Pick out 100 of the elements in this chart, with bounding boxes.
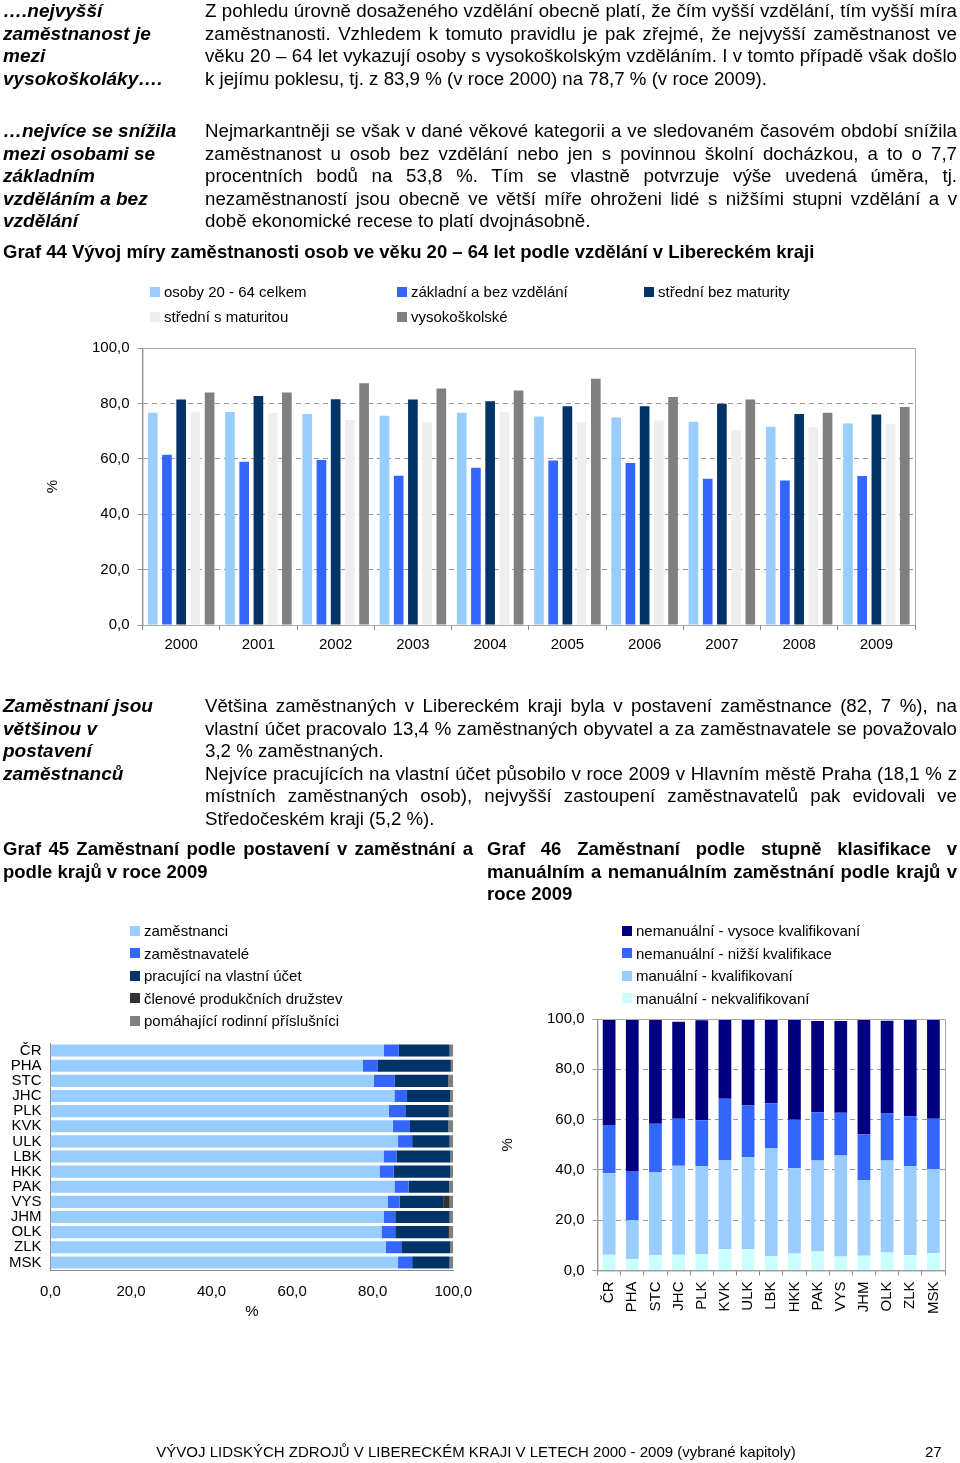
bar <box>147 412 158 625</box>
x-tick-label: LBK <box>761 1281 779 1310</box>
text: VÝVOJ LIDSKÝCH ZDROJŮ V LIBERECKÉM KRAJI V LETECH 2000 - 2009 (vybrané kapitoly) <box>156 1443 796 1460</box>
bar <box>741 1105 755 1158</box>
bar <box>385 1241 402 1254</box>
bar <box>927 1169 940 1254</box>
bar <box>649 1171 662 1256</box>
bar <box>654 420 664 625</box>
bar <box>408 1180 450 1193</box>
bar <box>408 399 418 625</box>
bar <box>50 1044 384 1057</box>
bar <box>393 1165 451 1178</box>
bar <box>649 1020 662 1124</box>
legend-label: pracující na vlastní účet <box>144 967 302 984</box>
bar <box>788 1119 801 1169</box>
bar <box>267 412 278 625</box>
bar <box>639 406 650 625</box>
bar <box>702 478 713 625</box>
bar <box>345 420 355 625</box>
text: Zaměstnaní jsou většinou v postavení zaměstnanců <box>3 695 154 785</box>
bar <box>436 388 447 625</box>
bar <box>788 1253 801 1270</box>
bar <box>50 1135 399 1148</box>
x-tick-label: HKK <box>784 1281 802 1313</box>
bar <box>456 412 467 625</box>
bar <box>450 1165 454 1178</box>
x-tick-label: ČR <box>599 1281 617 1304</box>
bar <box>927 1118 940 1170</box>
y-tick-label: 80,0 <box>100 393 130 411</box>
text: 27 <box>925 1443 942 1460</box>
legend-label: manuální - nekvalifikovaní <box>636 989 810 1007</box>
x-tick-label: JHC <box>668 1281 686 1311</box>
bar <box>649 1123 662 1172</box>
bar <box>50 1241 386 1254</box>
y-tick-label: 60,0 <box>555 1109 585 1127</box>
bar <box>718 1249 732 1270</box>
bar <box>857 1134 871 1180</box>
bar <box>602 1173 616 1255</box>
y-tick-label: 0,0 <box>563 1260 585 1278</box>
y-tick-label: MSK <box>8 1252 42 1270</box>
y-tick-label: PAK <box>12 1176 42 1194</box>
bar <box>834 1021 848 1113</box>
bar <box>794 413 804 625</box>
bar <box>499 412 510 625</box>
bar <box>672 1021 685 1119</box>
bar <box>383 1150 397 1163</box>
chart-title: Graf 45 Zaměstnaní podle postavení v zaměstnání a podle krajů v roce 2009 <box>3 838 473 883</box>
y-tick-label: HKK <box>10 1161 42 1179</box>
x-tick-label: ZLK <box>900 1281 918 1310</box>
bar <box>562 406 573 625</box>
x-tick-label: 2001 <box>241 635 276 653</box>
bar <box>471 467 481 625</box>
bar <box>50 1089 395 1103</box>
bar <box>409 1120 449 1133</box>
bar <box>176 399 186 625</box>
bar <box>387 1195 400 1208</box>
bar <box>625 1170 639 1221</box>
bar <box>239 461 250 625</box>
bar <box>401 1241 451 1254</box>
y-tick-label: 100,0 <box>546 1009 585 1027</box>
bar <box>50 1105 389 1118</box>
bar <box>394 1180 409 1193</box>
bar <box>225 411 235 625</box>
bar <box>834 1112 848 1156</box>
y-tick-label: 0,0 <box>108 615 130 633</box>
text: Většina zaměstnaných v Libereckém kraji byla v postavení zaměstnance (82, 7 %), na vlastní účet pracovalo 13,4 % zaměstnaných obyvatel a za zaměstnavatele se považovalo 3,2 % zaměstnaných. Nejvíce pracujících na vlastní účet působilo v roce 2009 v Hlavním městě Praha (18,1 % z místních zaměstnaných osob), nejvyšší zastoupení zaměstnavatelů pak evidovali ve Středočeském kraji (5,2 %). <box>205 695 957 830</box>
bar <box>394 1074 448 1087</box>
bar <box>383 1044 399 1057</box>
legend-label: střední s maturitou <box>164 308 289 325</box>
bar <box>394 1089 407 1103</box>
y-tick-label: 60,0 <box>100 448 130 466</box>
bar <box>903 1166 917 1256</box>
bar <box>808 427 819 625</box>
x-tick-label: OLK <box>877 1281 895 1312</box>
bar <box>50 1120 393 1133</box>
bar <box>450 1089 454 1103</box>
bar <box>834 1256 848 1270</box>
x-tick-label: STC <box>645 1281 663 1312</box>
bar <box>780 480 790 625</box>
legend-label: členové produkčních družstev <box>144 989 343 1007</box>
bar <box>405 1105 449 1118</box>
bar <box>393 475 404 625</box>
bar <box>602 1124 616 1174</box>
bar <box>857 1020 871 1135</box>
bar <box>50 1195 388 1208</box>
y-tick-label: 80,0 <box>555 1059 585 1077</box>
legend-label: nemanuální - nižší kvalifikace <box>636 944 832 962</box>
bar <box>190 412 201 625</box>
x-tick-label: 2006 <box>627 635 662 653</box>
y-tick-label: ČR <box>19 1040 42 1058</box>
bar <box>576 422 587 625</box>
x-tick-label: 2009 <box>859 635 894 653</box>
bar <box>764 1020 778 1104</box>
bar <box>880 1020 894 1114</box>
y-tick-label: VYS <box>11 1192 42 1210</box>
bar <box>602 1254 616 1270</box>
bar <box>316 459 327 625</box>
bar <box>392 1120 410 1133</box>
bar <box>302 413 313 625</box>
bar <box>50 1074 374 1087</box>
